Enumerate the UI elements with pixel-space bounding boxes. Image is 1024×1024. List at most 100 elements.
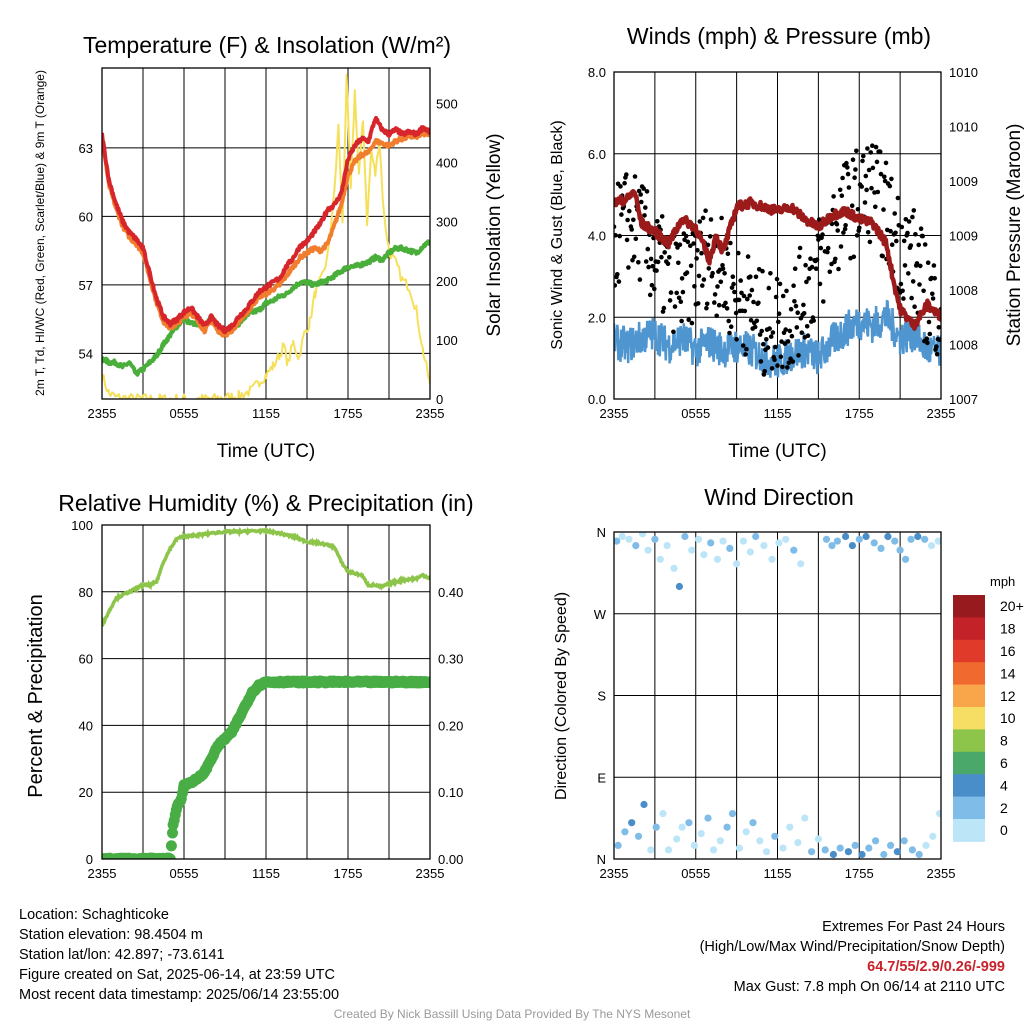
gust-point [691,241,696,246]
gust-point [857,225,862,231]
gust-point [668,290,674,295]
gust-point [649,282,655,288]
gust-point [901,238,907,244]
direction-point [719,537,727,545]
direction-point [915,850,923,859]
gust-point [809,264,815,270]
gust-point [712,300,717,305]
direction-point [634,832,643,840]
x-tick-label: 1755 [334,866,363,881]
colorbar-label: 4 [1000,777,1008,793]
direction-point [829,850,838,859]
direction-point [704,814,712,822]
gust-point [777,281,783,287]
gust-point [660,309,666,314]
gust-point [831,194,836,199]
x-tick-label: 0555 [681,406,710,421]
gust-point [644,189,650,194]
gust-point [851,254,857,260]
direction-point [670,564,678,572]
gust-point [930,296,936,301]
gust-point [894,238,899,244]
direction-point [936,810,941,818]
x-tick-label: 2355 [416,866,445,881]
gust-point [841,230,846,235]
series-2m-t [102,115,430,335]
direction-point [779,844,787,852]
direction-point [768,555,776,563]
direction-point [681,532,689,541]
direction-point [656,555,664,563]
precip-point [164,853,176,859]
gust-point [648,256,654,262]
gust-point [633,236,639,242]
gust-point [785,339,791,344]
direction-point [707,539,715,547]
gust-point [708,217,714,222]
gust-point [661,305,667,311]
gust-point [867,239,873,245]
gust-point [784,288,789,294]
gust-point [911,208,917,213]
gust-point [749,287,755,293]
gust-point [748,318,754,323]
gust-point [795,310,800,316]
y2-tick-label: 1009 [949,174,978,189]
colorbar-swatch [953,595,985,618]
y2-tick-label: 1010 [949,65,978,80]
direction-point [726,544,734,553]
gust-point [797,254,802,260]
colorbar-label: 2 [1000,800,1008,816]
station-latlon: Station lat/lon: 42.897; -73.6141 [19,947,225,963]
gust-point [754,318,760,324]
direction-point [752,532,760,541]
gust-point [930,291,935,297]
gust-point [694,256,699,261]
extremes-title: Extremes For Past 24 Hours [822,919,1005,935]
gust-point [840,175,845,181]
gust-point [792,299,797,304]
direction-point [858,850,866,859]
gust-point [785,365,790,370]
gust-point [614,283,618,288]
direction-point [814,835,823,843]
gust-point [617,233,622,239]
x-tick-label: 1755 [845,406,874,421]
gust-point [773,294,779,300]
direction-point [902,555,910,563]
gust-point [733,310,739,316]
direction-point [700,551,708,559]
gust-point [908,243,914,248]
gust-point [665,261,671,267]
gust-point [756,300,761,306]
x-tick-label: 2355 [927,406,956,421]
y2-tick-label: 400 [436,156,458,171]
gust-point [859,184,864,189]
gust-point [697,219,703,224]
gust-point [794,325,800,330]
gust-point [624,237,630,243]
gust-point [667,254,672,260]
gust-point [825,249,830,255]
direction-point [822,535,831,543]
y-tick-label: 0.0 [588,392,606,407]
gust-point [898,281,904,287]
winds-y-label: Sonic Wind & Gust (Blue, Black) [549,120,566,349]
gust-point [887,183,893,189]
gust-point [762,368,767,374]
gust-point [745,296,750,302]
max-gust: Max Gust: 7.8 mph On 06/14 at 2110 UTC [733,979,1005,995]
gust-point [900,288,905,294]
direction-point [678,823,686,831]
x-tick-label: 1155 [764,866,792,881]
gust-point [804,324,810,329]
gust-point [728,240,733,246]
y-tick-label: 60 [79,209,93,224]
gust-point [854,148,859,154]
y-tick-label: E [597,770,606,785]
colorbar-unit: mph [990,574,1015,589]
direction-point [628,819,636,827]
gust-point [734,337,739,342]
colorbar-swatch [953,729,985,753]
